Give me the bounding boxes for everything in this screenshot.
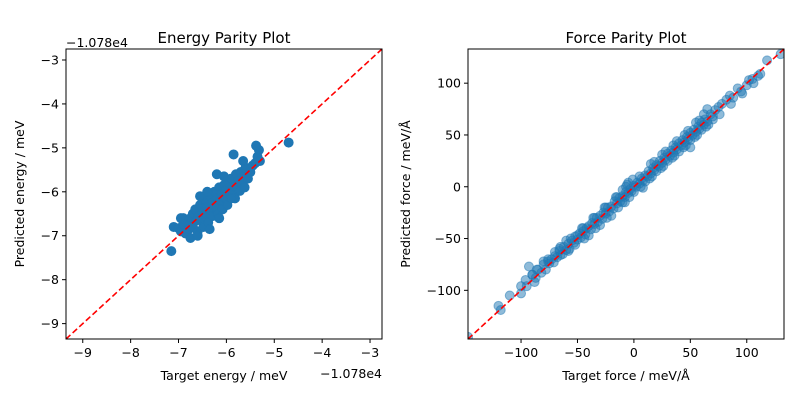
force-data-point: [701, 121, 712, 132]
force-data-point: [621, 181, 631, 192]
energy-x-axis-label: Target energy / meV: [160, 368, 288, 383]
force-data-point: [531, 264, 542, 275]
energy-data-point: [195, 191, 206, 202]
force-data-point: [671, 136, 682, 147]
force-data-point: [543, 254, 554, 265]
force-data-point: [565, 233, 576, 244]
energy-data-point: [226, 193, 237, 204]
force-y-tick-label: 0: [453, 179, 461, 194]
energy-data-point: [175, 213, 186, 224]
force-data-point: [667, 152, 678, 163]
force-data-point: [579, 233, 590, 244]
energy-x-tick-label: −7: [169, 345, 187, 360]
energy-x-tick-label: −9: [74, 345, 92, 360]
energy-y-tick-label: −5: [41, 140, 59, 155]
energy-data-point: [204, 224, 215, 235]
force-data-point: [601, 212, 612, 223]
energy-data-point: [283, 137, 294, 148]
force-data-point: [635, 181, 646, 192]
energy-plot-area: −9 −8 −7 −6 −5 −4 −3 −9 −8 −7 −6 −5 −4 −3: [41, 49, 382, 360]
energy-y-axis-label: Predicted energy / meV: [12, 120, 27, 267]
energy-y-tick-label: −3: [41, 52, 59, 67]
energy-y-tick-label: −8: [41, 272, 59, 287]
force-data-point: [649, 156, 660, 167]
force-data-point: [590, 223, 601, 234]
force-x-tick-label: −50: [564, 345, 590, 360]
force-x-tick-label: 0: [630, 345, 638, 360]
energy-x-offset-label: −1.078e4: [320, 366, 382, 381]
energy-x-tick-label: −6: [217, 345, 235, 360]
force-data-point: [619, 197, 630, 208]
force-data-point: [610, 192, 621, 203]
force-x-tick-label: 100: [735, 345, 759, 360]
energy-data-point: [251, 140, 262, 151]
force-data-point: [775, 49, 784, 60]
energy-y-tick-label: −4: [41, 96, 59, 111]
force-data-point: [698, 109, 709, 120]
force-plot-title: Force Parity Plot: [565, 29, 686, 47]
force-x-tick-label: 50: [682, 345, 698, 360]
force-y-tick-label: −50: [435, 231, 461, 246]
energy-data-point: [219, 171, 229, 182]
force-data-point: [725, 98, 736, 109]
force-y-axis-label: Predicted force / meV/Å: [398, 120, 413, 268]
force-data-point: [748, 78, 759, 89]
energy-y-offset-label: −1.078e4: [66, 35, 128, 50]
force-data-point: [737, 88, 748, 99]
force-plot-area: −100 −50 0 50 100 −100 −50 0 50 100: [427, 49, 784, 360]
energy-y-tick-label: −7: [41, 228, 59, 243]
energy-y-tick-label: −6: [41, 184, 59, 199]
energy-x-tick-label: −8: [121, 345, 139, 360]
force-data-point: [689, 132, 700, 143]
energy-plot-frame: [65, 48, 383, 340]
force-data-point: [599, 202, 610, 213]
force-data-point: [714, 109, 725, 120]
energy-data-point: [202, 186, 213, 197]
force-x-axis-label: Target force / meV/Å: [561, 368, 690, 383]
force-y-tick-label: −100: [427, 283, 461, 298]
energy-x-tick-label: −5: [265, 345, 283, 360]
force-data-point: [678, 142, 689, 153]
energy-data-point: [239, 182, 250, 193]
energy-data-point: [238, 156, 249, 167]
force-data-point: [660, 146, 671, 157]
force-parity-plot: Force Parity Plot −100 −50 0 50 100 −100 −50 0 5…: [398, 29, 785, 383]
force-y-tick-label: 100: [437, 76, 461, 91]
force-plot-frame: [467, 48, 785, 340]
energy-data-point: [228, 149, 239, 160]
energy-x-tick-label: −3: [361, 345, 379, 360]
force-data-point: [588, 212, 599, 223]
force-data-point: [576, 223, 587, 234]
energy-data-point: [166, 246, 177, 257]
energy-data-point: [214, 213, 225, 224]
energy-y-tick-label: −9: [41, 316, 59, 331]
energy-x-tick-label: −4: [313, 345, 331, 360]
force-data-point: [504, 290, 515, 301]
force-data-point: [613, 202, 624, 213]
force-data-point: [520, 274, 531, 285]
force-data-point: [644, 173, 655, 184]
force-data-point: [683, 125, 694, 136]
force-y-tick-label: 50: [445, 127, 461, 142]
energy-parity-plot: Energy Parity Plot −1.078e4 −9 −8 −7 −6 −5 −4…: [12, 29, 383, 383]
force-points: [468, 49, 784, 339]
energy-data-point: [192, 230, 203, 241]
force-data-point: [655, 163, 666, 174]
force-x-tick-label: −100: [504, 345, 538, 360]
force-data-point: [554, 243, 565, 254]
energy-plot-title: Energy Parity Plot: [158, 29, 291, 47]
